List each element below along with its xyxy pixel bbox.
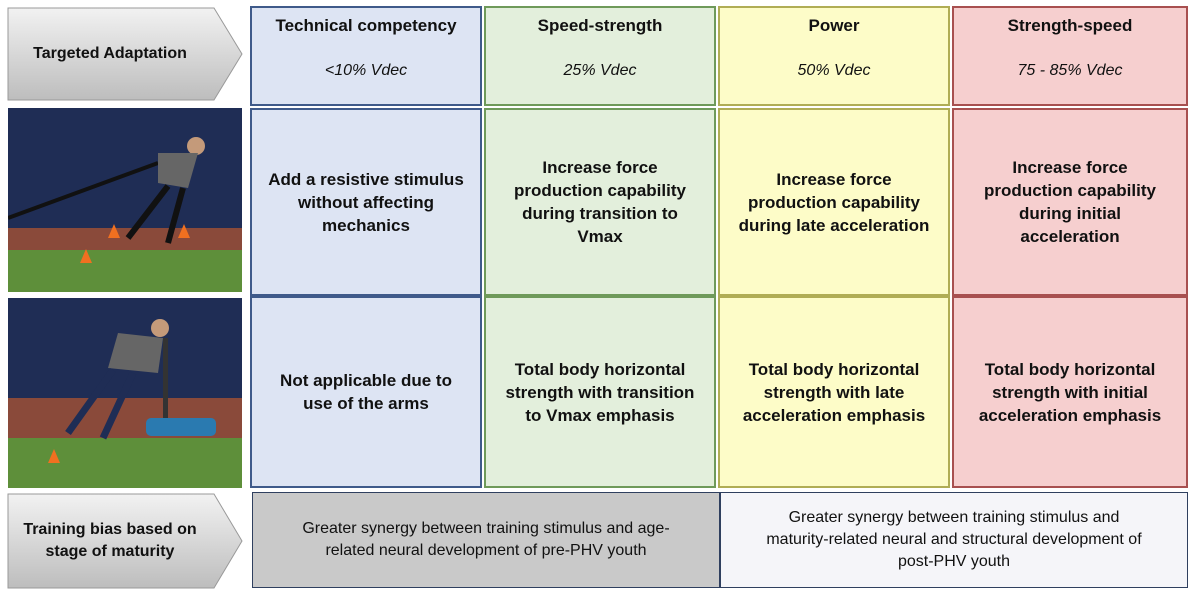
vdec-label: 50% Vdec	[797, 62, 871, 79]
table-cell: Increase force production capability dur…	[484, 108, 716, 296]
arrow-shape	[7, 493, 243, 589]
column-title: Strength-speed	[1007, 16, 1133, 35]
column-title: Power	[808, 16, 860, 35]
table-cell: Total body horizontal strength with tran…	[484, 296, 716, 488]
vdec-label: 25% Vdec	[563, 62, 637, 79]
row-label: Targeted Adaptation	[33, 45, 187, 62]
bias-cell: Greater synergy between training stimulu…	[720, 492, 1188, 588]
header-cell: Speed-strength 25% Vdec	[484, 6, 716, 106]
arrow-shape	[7, 7, 243, 101]
row-label: Training bias based on stage of maturity	[23, 521, 197, 560]
photo-sled-pull	[8, 108, 242, 292]
column-title: Speed-strength	[537, 16, 663, 35]
column-title: Technical competency	[275, 16, 457, 35]
vdec-label: <10% Vdec	[324, 62, 408, 79]
header-cell: Technical competency <10% Vdec	[250, 6, 482, 106]
photo-sled-push	[8, 298, 242, 488]
vdec-label: 75 - 85% Vdec	[1017, 62, 1123, 79]
table-cell: Total body horizontal strength with init…	[952, 296, 1188, 488]
table-cell: Add a resistive stimulus without affecti…	[250, 108, 482, 296]
header-cell: Strength-speed 75 - 85% Vdec	[952, 6, 1188, 106]
bias-cell: Greater synergy between training stimulu…	[252, 492, 720, 588]
table-cell: Increase force production capability dur…	[952, 108, 1188, 296]
table-cell: Not applicable due to use of the arms	[250, 296, 482, 488]
table-cell: Total body horizontal strength with late…	[718, 296, 950, 488]
header-cell: Power 50% Vdec	[718, 6, 950, 106]
table-cell: Increase force production capability dur…	[718, 108, 950, 296]
